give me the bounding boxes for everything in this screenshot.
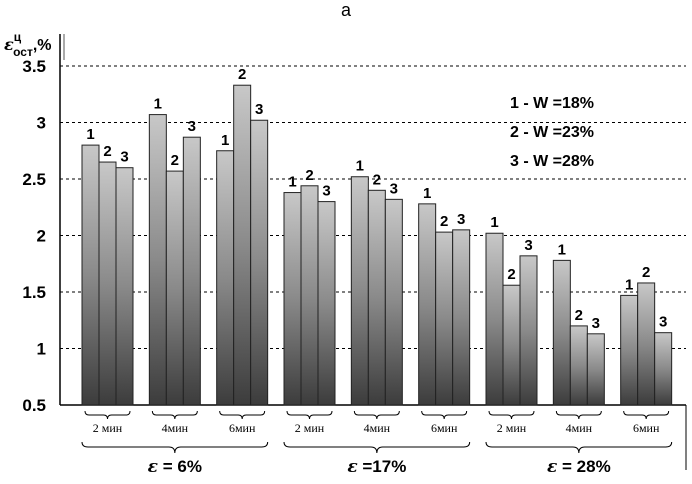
bar [216,150,235,406]
bar-label: 3 [120,149,128,166]
bar-label: 3 [255,101,263,118]
bar-label: 3 [524,237,532,254]
y-axis-label-text: εц ост,% [4,30,52,59]
bar [384,198,403,406]
bar [81,144,100,406]
group-label: ε =17% [347,457,406,477]
bar-label: 1 [221,132,229,149]
bar [115,167,134,406]
bar-label: 1 [356,158,364,175]
bar [350,176,369,406]
x-category-label: 6мин [633,421,660,435]
bar [182,136,201,406]
y-tick-label: 1 [37,340,46,359]
legend-entry: 1 - W =18% [510,95,594,112]
category-brace [488,410,535,420]
legend: 1 - W =18% 2 - W =23% 3 - W =28% [510,95,594,170]
x-category-label: 4мин [162,421,189,435]
bar [620,294,639,406]
category-brace [219,410,266,420]
bar [519,255,538,406]
y-tick-labels: 0.5 1 1.5 2 2.5 3 3.5 [22,57,46,415]
bar-label: 2 [103,143,111,160]
y-tick-label: 3.5 [22,57,46,76]
bar-label: 3 [457,211,465,228]
bar [452,229,471,406]
bar-label: 3 [659,314,667,331]
bar-label: 2 [238,66,246,83]
category-brace [286,410,333,420]
x-category-label: 2 мин [93,421,123,435]
category-brace [623,410,670,420]
group-labels: ε = 6% ε =17% ε = 28% [81,441,673,477]
bar [367,189,386,406]
bar-label: 3 [188,118,196,135]
bar [654,332,673,406]
bar [502,284,521,406]
bar [552,259,571,406]
y-tick-label: 1.5 [22,283,46,302]
bar-label: 1 [625,276,633,293]
bar-label: 2 [305,167,313,184]
x-category-label: 2 мин [295,421,325,435]
y-tick-label: 0.5 [22,396,46,415]
x-category-label: 6мин [229,421,256,435]
bar-label: 2 [440,213,448,230]
x-category-label: 4мин [364,421,391,435]
group-label: ε = 6% [148,457,202,477]
legend-entry: 2 - W =23% [510,124,594,141]
bar [98,161,117,406]
group-label: ε = 28% [547,457,611,477]
bar [435,231,454,406]
group-brace [81,441,269,454]
x-category-label: 6мин [431,421,458,435]
y-tick-label: 2 [37,227,46,246]
bar [233,84,252,406]
group-brace [485,441,673,454]
bar-label: 2 [642,264,650,281]
bar [485,232,504,406]
y-axis-label: εц ост,% [4,30,52,59]
bar-label: 3 [322,183,330,200]
bar [418,203,437,406]
y-tick-label: 3 [37,114,46,133]
bar-label: 1 [288,174,296,191]
bar-label: 3 [390,180,398,197]
bar-label: 1 [423,185,431,202]
category-brace [353,410,400,420]
x-category-label: 2 мин [497,421,527,435]
legend-entry: 3 - W =28% [510,153,594,170]
bar [569,325,588,406]
bar-label: 3 [592,315,600,332]
y-tick-label: 2.5 [22,170,46,189]
category-brace [555,410,602,420]
group-brace [283,441,471,454]
bar [300,185,319,406]
bar-label: 1 [154,96,162,113]
bar-label: 2 [373,171,381,188]
bar-label: 1 [558,241,566,258]
bar-label: 1 [86,126,94,143]
bars [81,84,673,406]
category-brace [84,410,131,420]
bar [165,170,184,406]
bar-label: 2 [575,307,583,324]
x-category-labels: 2 мин 4мин 6мин 2 мин 4мин 6мин 2 мин 4мин 6мин [84,410,670,435]
bar [637,282,656,406]
bar [317,201,336,406]
bar [586,333,605,406]
bar [250,119,269,406]
category-brace [421,410,468,420]
bar-label: 1 [490,214,498,231]
x-category-label: 4мин [566,421,593,435]
bar-label: 2 [171,152,179,169]
chart-title: а [341,0,352,20]
bar-label: 2 [507,266,515,283]
bar [283,192,302,406]
bar [148,114,167,406]
category-brace [151,410,198,420]
